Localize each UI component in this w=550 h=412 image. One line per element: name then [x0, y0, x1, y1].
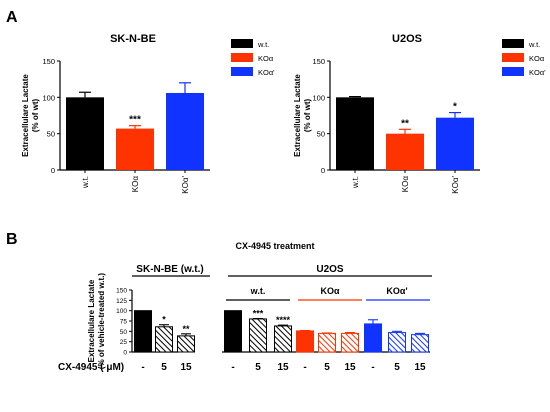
y-axis-label-line: Extracellulare Lactate: [293, 74, 302, 157]
dose-label: 5: [394, 362, 400, 373]
y-tick-label: 0: [321, 166, 325, 175]
y-tick-label: 0: [123, 350, 127, 357]
significance-label: ****: [276, 315, 291, 325]
legend-label: KOα': [258, 68, 275, 77]
panel-label-b: B: [6, 231, 18, 248]
y-tick-label: 50: [47, 130, 55, 139]
y-tick-label: 100: [116, 308, 127, 315]
y-tick-label: 25: [120, 339, 128, 346]
bar: [116, 128, 154, 170]
bar: [134, 310, 152, 353]
dose-label: 5: [255, 362, 261, 373]
x-tick-label: KOα': [181, 176, 190, 194]
bar: [166, 92, 204, 170]
y-tick-label: 0: [51, 166, 55, 175]
y-axis-label-line: Extracellulare Lactate: [87, 279, 96, 362]
legend-label: w.t.: [257, 40, 269, 49]
bar: [336, 97, 374, 170]
dose-label: -: [141, 362, 144, 373]
dose-label: 5: [324, 362, 330, 373]
y-axis-label-line: (% of wt): [31, 99, 40, 133]
legend-swatch: [502, 67, 524, 76]
y-tick-label: 50: [120, 329, 128, 336]
y-tick-label: 125: [116, 298, 127, 305]
bar: [177, 335, 195, 353]
dose-label: -: [231, 362, 234, 373]
significance-label: **: [401, 118, 409, 129]
significance-label: **: [182, 324, 190, 334]
panel-label-a: A: [6, 9, 18, 26]
y-axis-label-line: (% of vehicle-treated w.t.): [97, 273, 106, 370]
x-tick-label: w.t.: [81, 176, 90, 189]
y-axis-label: Extracellulare Lactate(% of wt): [293, 74, 312, 157]
dose-label: -: [371, 362, 374, 373]
y-tick-label: 150: [42, 57, 55, 66]
y-axis-label: Extracellulare Lactate(% of vehicle-trea…: [87, 273, 106, 370]
x-tick-label: KOα: [131, 176, 140, 193]
group-label-wt: w.t.: [250, 286, 266, 296]
x-tick-label: KOα': [451, 176, 460, 194]
y-tick-label: 75: [120, 319, 128, 326]
y-axis-label-line: Extracellulare Lactate: [21, 74, 30, 157]
y-tick-label: 100: [42, 93, 55, 102]
chart-title: CX-4945 treatment: [235, 241, 314, 251]
y-tick-label: 100: [312, 93, 325, 102]
dose-label: -: [303, 362, 306, 373]
bar: [318, 332, 336, 353]
group-label-koa: KOα: [320, 286, 340, 296]
group-label-u2os: U2OS: [316, 264, 344, 275]
legend-label: w.t.: [528, 40, 540, 49]
bar: [155, 326, 173, 353]
y-axis-label: Extracellulare Lactate(% of wt): [21, 74, 40, 157]
x-axis-label: CX-4945 ( μM): [58, 362, 124, 373]
chart-title: U2OS: [392, 33, 422, 45]
chart-cx4945: CX-4945 treatment 0 25 50 75 100 125 150 Extrace…: [58, 241, 432, 373]
dose-label: 15: [277, 362, 289, 373]
bar: [341, 332, 359, 353]
y-tick-label: 50: [317, 130, 325, 139]
bar: [274, 325, 292, 353]
legend-swatch: [231, 39, 253, 48]
bar: [386, 133, 424, 170]
group-label-sknbe: SK-N-BE (w.t.): [136, 264, 203, 275]
y-tick-label: 150: [312, 57, 325, 66]
significance-label: ***: [129, 115, 141, 126]
bar: [411, 334, 429, 353]
y-axis-label-line: (% of wt): [303, 99, 312, 133]
bar: [436, 117, 474, 170]
dose-label: 5: [161, 362, 167, 373]
significance-label: ***: [253, 309, 264, 319]
bar: [296, 330, 314, 353]
legend-label: KOα': [529, 68, 546, 77]
bar: [388, 332, 406, 353]
legend-swatch: [502, 53, 524, 62]
legend-swatch: [502, 39, 524, 48]
chart-title: SK-N-BE: [110, 33, 156, 45]
legend-swatch: [231, 67, 253, 76]
bar: [66, 97, 104, 170]
legend-label: KOα: [529, 54, 545, 63]
bar: [364, 323, 382, 353]
dose-label: 15: [180, 362, 192, 373]
dose-label: 15: [344, 362, 356, 373]
group-label-koap: KOα': [386, 286, 407, 296]
legend-swatch: [231, 53, 253, 62]
bar: [249, 318, 267, 353]
y-tick-label: 150: [116, 288, 127, 295]
dose-label: 15: [414, 362, 426, 373]
significance-label: *: [453, 102, 457, 113]
significance-label: *: [162, 315, 166, 325]
legend-label: KOα: [258, 54, 274, 63]
x-tick-label: w.t.: [351, 176, 360, 189]
bar: [224, 310, 242, 353]
x-tick-label: KOα: [401, 176, 410, 193]
